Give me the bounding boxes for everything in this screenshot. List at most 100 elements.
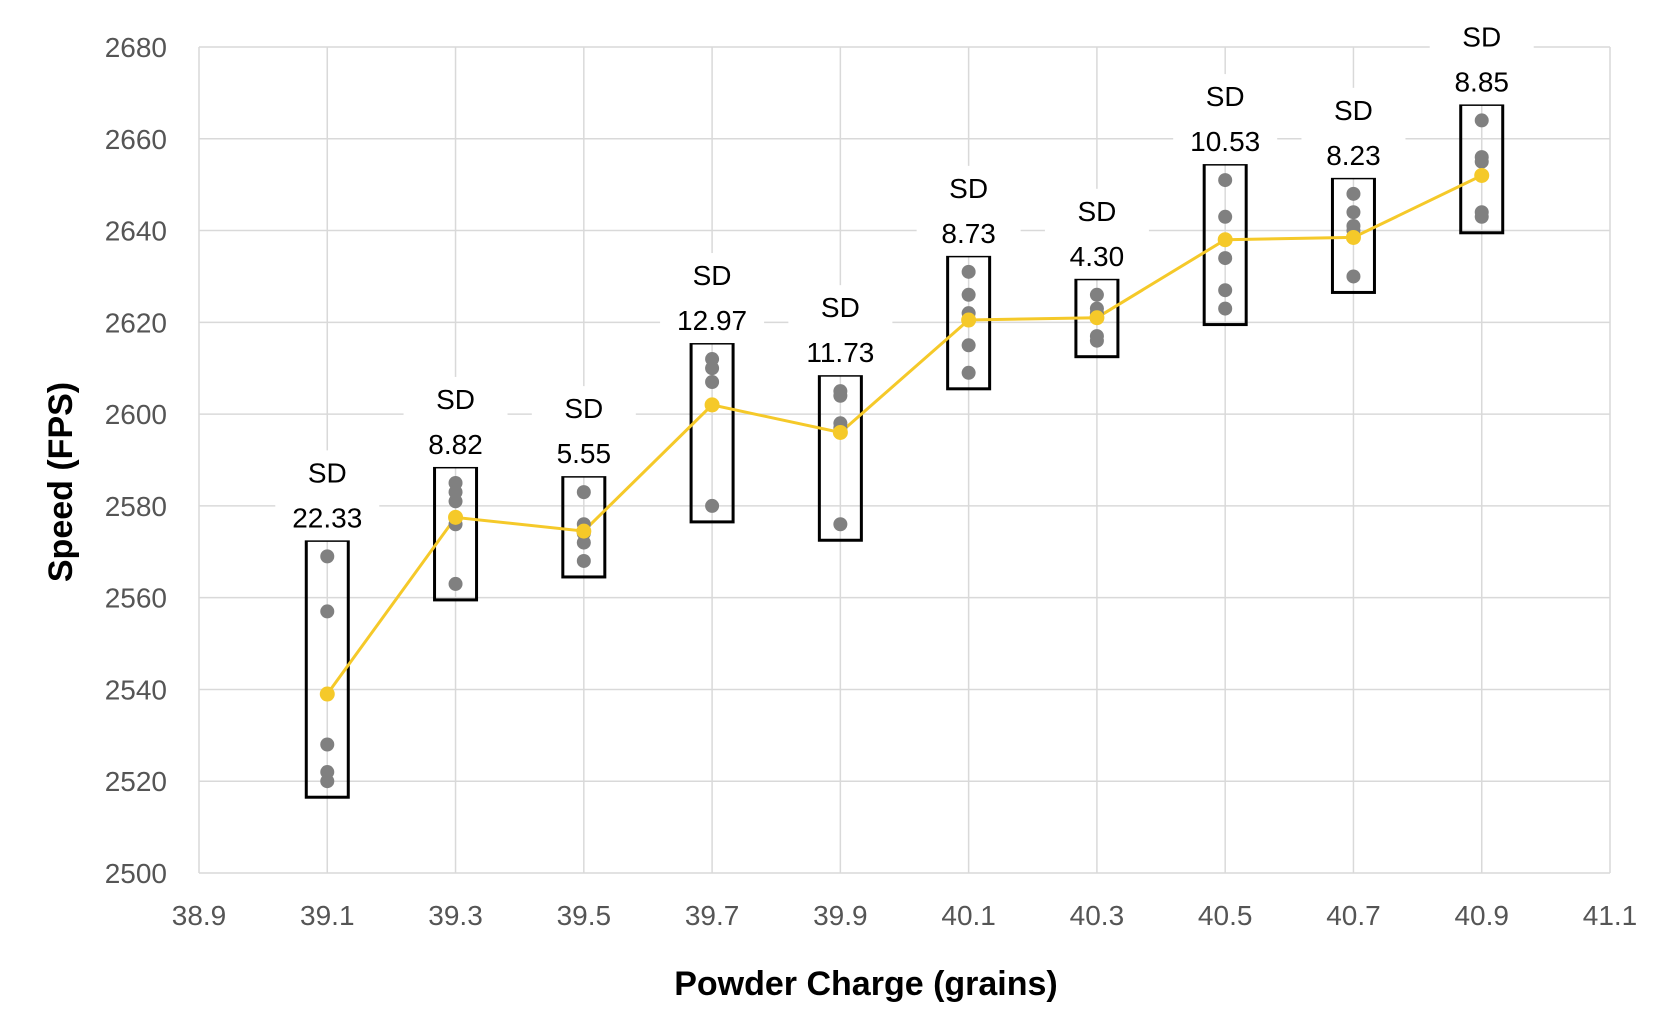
- sd-label-value: 8.82: [428, 429, 483, 460]
- sd-label-prefix: SD: [821, 292, 860, 323]
- average-point: [448, 509, 464, 525]
- sd-label-value: 12.97: [677, 305, 747, 336]
- y-tick-label: 2620: [105, 307, 167, 338]
- average-point: [1217, 232, 1233, 248]
- sd-label-value: 8.73: [941, 218, 996, 249]
- sd-label-bg: [788, 285, 893, 376]
- shot-point: [1089, 333, 1104, 348]
- x-tick-label: 41.1: [1583, 900, 1638, 931]
- shot-point: [705, 374, 720, 389]
- average-point: [1345, 229, 1361, 245]
- x-tick-label: 40.1: [941, 900, 996, 931]
- sd-label-value: 8.85: [1454, 66, 1509, 97]
- x-tick-label: 40.9: [1454, 900, 1509, 931]
- x-tick-label: 39.3: [428, 900, 483, 931]
- shot-point: [705, 498, 720, 513]
- shot-point: [1346, 205, 1361, 220]
- average-point: [576, 523, 592, 539]
- y-tick-label: 2680: [105, 32, 167, 63]
- sd-label-value: 22.33: [292, 502, 362, 533]
- shot-point: [320, 774, 335, 789]
- shot-point: [320, 737, 335, 752]
- sd-label-prefix: SD: [436, 384, 475, 415]
- x-tick-label: 38.9: [172, 900, 227, 931]
- sd-label-prefix: SD: [564, 393, 603, 424]
- y-tick-label: 2660: [105, 124, 167, 155]
- average-points: [319, 167, 1490, 702]
- y-tick-label: 2580: [105, 491, 167, 522]
- y-tick-label: 2540: [105, 674, 167, 705]
- sd-label-bg: [1173, 74, 1278, 165]
- shot-point: [576, 535, 591, 550]
- shot-point: [320, 604, 335, 619]
- sd-label-bg: [916, 165, 1021, 256]
- x-tick-label: 39.7: [685, 900, 740, 931]
- sd-label-bg: [531, 386, 636, 477]
- shot-point: [1346, 269, 1361, 284]
- sd-label-prefix: SD: [1334, 95, 1373, 126]
- shot-point: [961, 287, 976, 302]
- shot-point: [1218, 173, 1233, 188]
- sd-label-bg: [660, 253, 765, 344]
- y-axis-title: Speed (FPS): [42, 382, 80, 582]
- sd-labels: SD 22.33 SD 8.82 SD 5.55 SD 12.97 SD 11.73 SD 8.73 S…: [275, 14, 1534, 541]
- average-point: [1474, 167, 1490, 183]
- y-tick-label: 2500: [105, 858, 167, 889]
- shot-point: [576, 553, 591, 568]
- y-tick-labels: 2500 2520 2540 2560 2580 2600 2620 2640 2660 2680: [105, 32, 167, 889]
- shot-point: [1474, 113, 1489, 128]
- shot-point: [705, 361, 720, 376]
- y-tick-label: 2600: [105, 399, 167, 430]
- shot-point: [448, 494, 463, 509]
- shot-point: [1218, 283, 1233, 298]
- sd-label-value: 4.30: [1070, 241, 1125, 272]
- shot-point: [448, 576, 463, 591]
- sd-label-bg: [1301, 87, 1406, 178]
- shot-point: [961, 338, 976, 353]
- x-tick-label: 40.3: [1070, 900, 1125, 931]
- average-point: [1089, 310, 1105, 326]
- sd-label-bg: [403, 376, 508, 467]
- shot-point: [1218, 251, 1233, 266]
- average-point: [319, 686, 335, 702]
- sd-label-prefix: SD: [1206, 81, 1245, 112]
- average-point: [704, 397, 720, 413]
- shot-point: [833, 388, 848, 403]
- average-point: [832, 424, 848, 440]
- shot-point: [1474, 154, 1489, 169]
- shot-point: [576, 485, 591, 500]
- x-tick-label: 39.5: [557, 900, 612, 931]
- shot-point: [1346, 186, 1361, 201]
- sd-label-prefix: SD: [1077, 196, 1116, 227]
- x-axis-title: Powder Charge (grains): [674, 965, 1058, 1003]
- shot-point: [320, 549, 335, 564]
- y-tick-label: 2560: [105, 583, 167, 614]
- average-point: [961, 312, 977, 328]
- average-line: [326, 174, 1483, 695]
- x-tick-label: 39.9: [813, 900, 868, 931]
- sd-label-prefix: SD: [308, 457, 347, 488]
- sd-label-prefix: SD: [693, 260, 732, 291]
- shot-point: [1474, 209, 1489, 224]
- shot-point: [1089, 287, 1104, 302]
- sd-label-bg: [1044, 188, 1149, 279]
- sd-label-prefix: SD: [949, 173, 988, 204]
- sd-label-prefix: SD: [1462, 21, 1501, 52]
- sd-label-value: 10.53: [1190, 126, 1260, 157]
- shot-point: [961, 365, 976, 380]
- y-tick-label: 2520: [105, 766, 167, 797]
- sd-label-value: 8.23: [1326, 140, 1381, 171]
- shot-point: [1218, 209, 1233, 224]
- shot-point: [1218, 301, 1233, 316]
- shot-point: [833, 517, 848, 532]
- x-tick-label: 40.7: [1326, 900, 1381, 931]
- x-tick-label: 40.5: [1198, 900, 1253, 931]
- shot-point: [961, 264, 976, 279]
- x-tick-label: 39.1: [300, 900, 355, 931]
- sd-label-value: 11.73: [806, 337, 874, 368]
- y-tick-label: 2640: [105, 216, 167, 247]
- sd-label-value: 5.55: [557, 438, 612, 469]
- average-line-group: [326, 174, 1483, 695]
- sd-label-bg: [275, 450, 380, 541]
